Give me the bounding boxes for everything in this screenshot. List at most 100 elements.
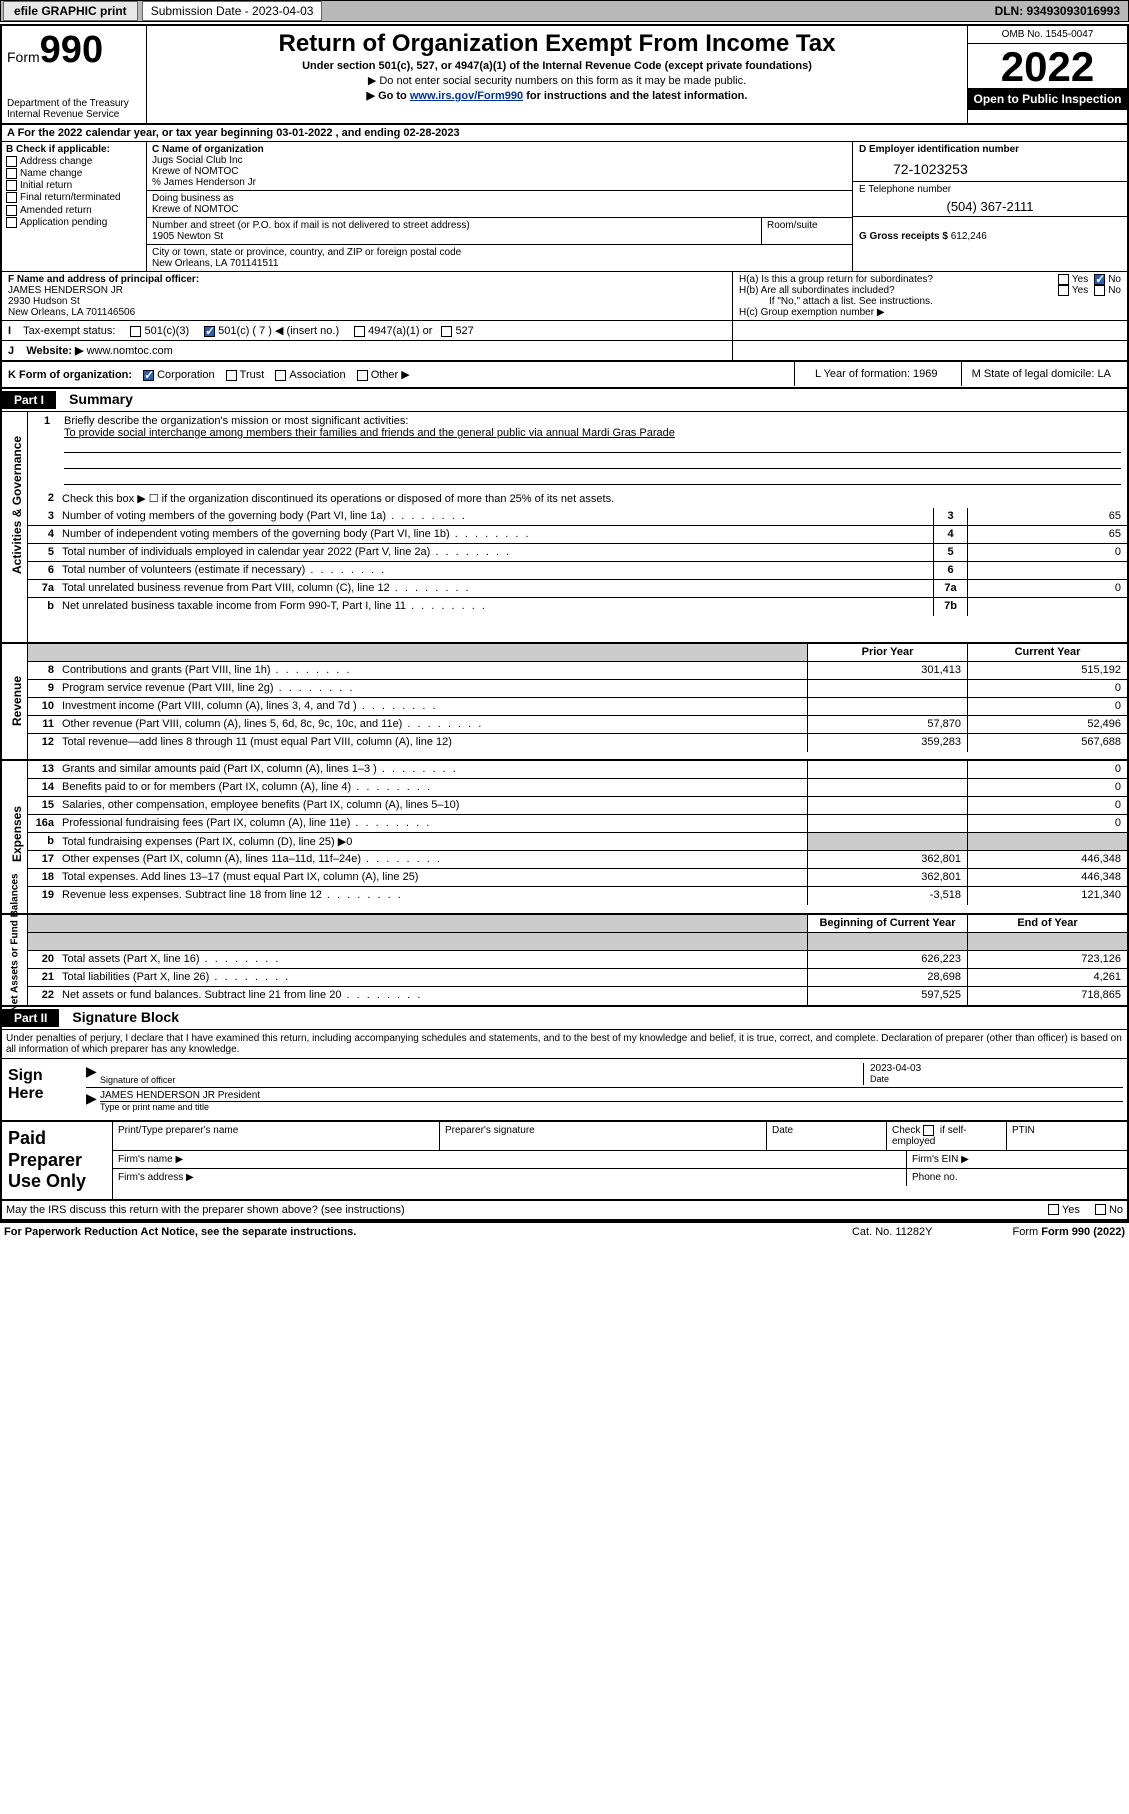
goto-post: for instructions and the latest informat… — [523, 90, 747, 102]
website-label: Website: ▶ — [26, 345, 83, 357]
q20-current: 723,126 — [967, 951, 1127, 968]
q15-prior — [807, 797, 967, 814]
tax-exempt-label: Tax-exempt status: — [23, 325, 115, 337]
q10-text: Investment income (Part VIII, column (A)… — [58, 698, 807, 715]
cat-no: Cat. No. 11282Y — [852, 1226, 933, 1238]
q18-current: 446,348 — [967, 869, 1127, 886]
hc-label: H(c) Group exemption number ▶ — [739, 307, 1121, 318]
cb-assoc[interactable] — [275, 370, 286, 381]
lb-yes: Yes — [1072, 274, 1088, 285]
cb-initial-return[interactable] — [6, 180, 17, 191]
col-b-head: B Check if applicable: — [6, 144, 142, 155]
irs-link[interactable]: www.irs.gov/Form990 — [410, 90, 523, 102]
cb-hb-no[interactable] — [1094, 285, 1105, 296]
form-990: Form990 Department of the Treasury Inter… — [0, 24, 1129, 1223]
col-prior: Prior Year — [807, 644, 967, 661]
q1-text: Briefly describe the organization's miss… — [64, 415, 408, 427]
cb-corp[interactable] — [143, 370, 154, 381]
lb-527: 527 — [455, 325, 473, 337]
q12-num: 12 — [28, 734, 58, 752]
dba-label: Doing business as — [152, 193, 234, 204]
q18-text: Total expenses. Add lines 13–17 (must eq… — [58, 869, 807, 886]
f-name: JAMES HENDERSON JR — [8, 285, 123, 296]
q16a-current: 0 — [967, 815, 1127, 832]
hb-label: H(b) Are all subordinates included? — [739, 285, 1058, 296]
discuss-question: May the IRS discuss this return with the… — [6, 1204, 405, 1216]
firm-addr-label: Firm's address ▶ — [113, 1169, 907, 1186]
submission-date: Submission Date - 2023-04-03 — [142, 1, 323, 21]
cb-discuss-no[interactable] — [1095, 1204, 1106, 1215]
blank — [58, 915, 807, 932]
cb-ha-yes[interactable] — [1058, 274, 1069, 285]
cb-final-return[interactable] — [6, 192, 17, 203]
lb-initial-return: Initial return — [20, 180, 72, 191]
blank — [28, 915, 58, 932]
q17-current: 446,348 — [967, 851, 1127, 868]
cb-trust[interactable] — [226, 370, 237, 381]
header-right: OMB No. 1545-0047 2022 Open to Public In… — [967, 26, 1127, 123]
q10-prior — [807, 698, 967, 715]
q20-text: Total assets (Part X, line 16) — [58, 951, 807, 968]
q13-text: Grants and similar amounts paid (Part IX… — [58, 761, 807, 778]
city-label: City or town, state or province, country… — [152, 247, 461, 258]
q14-prior — [807, 779, 967, 796]
q7a-num: 7a — [28, 580, 58, 597]
l-year: L Year of formation: 1969 — [794, 362, 958, 386]
cb-527[interactable] — [441, 326, 452, 337]
side-netassets: Net Assets or Fund Balances — [2, 915, 28, 1005]
gross-value: 612,246 — [951, 231, 987, 242]
sign-here-label: Sign Here — [2, 1059, 82, 1120]
cb-ha-no[interactable] — [1094, 274, 1105, 285]
q15-num: 15 — [28, 797, 58, 814]
q9-prior — [807, 680, 967, 697]
hb-note: If "No," attach a list. See instructions… — [739, 296, 1121, 307]
lb-amended: Amended return — [20, 205, 92, 216]
q4-mini: 4 — [933, 526, 967, 543]
q20-num: 20 — [28, 951, 58, 968]
sig-date-value: 2023-04-03 — [870, 1063, 1123, 1074]
org-name-1: Jugs Social Club Inc — [152, 155, 847, 166]
efile-button[interactable]: efile GRAPHIC print — [3, 1, 138, 21]
cb-app-pending[interactable] — [6, 217, 17, 228]
k-label: K Form of organization: — [8, 369, 132, 381]
addr-value: 1905 Newton St — [152, 231, 223, 242]
org-name-2: Krewe of NOMTOC — [152, 166, 847, 177]
lb-name-change: Name change — [20, 168, 82, 179]
side-activities: Activities & Governance — [2, 412, 28, 642]
f-addr1: 2930 Hudson St — [8, 296, 80, 307]
form-ref: Form Form 990 (2022) — [1013, 1226, 1126, 1238]
q8-num: 8 — [28, 662, 58, 679]
room-suite-label: Room/suite — [762, 218, 852, 244]
lb-501c3: 501(c)(3) — [144, 325, 189, 337]
top-toolbar: efile GRAPHIC print Submission Date - 20… — [0, 0, 1129, 22]
cb-name-change[interactable] — [6, 168, 17, 179]
sig-date-label: Date — [870, 1074, 1123, 1084]
q7a-text: Total unrelated business revenue from Pa… — [58, 580, 933, 597]
care-of: % James Henderson Jr — [152, 177, 847, 188]
cb-501c[interactable] — [204, 326, 215, 337]
cb-501c3[interactable] — [130, 326, 141, 337]
q6-num: 6 — [28, 562, 58, 579]
sig-arrow-2: ▶ — [86, 1090, 100, 1112]
q7b-mini: 7b — [933, 598, 967, 616]
q12-text: Total revenue—add lines 8 through 11 (mu… — [58, 734, 807, 752]
col-c-org-info: C Name of organization Jugs Social Club … — [147, 142, 852, 271]
q16b-num: b — [28, 833, 58, 850]
cb-discuss-yes[interactable] — [1048, 1204, 1059, 1215]
cb-amended[interactable] — [6, 205, 17, 216]
q3-num: 3 — [28, 508, 58, 525]
q16a-text: Professional fundraising fees (Part IX, … — [58, 815, 807, 832]
cb-address-change[interactable] — [6, 156, 17, 167]
cb-hb-yes[interactable] — [1058, 285, 1069, 296]
lb-trust: Trust — [240, 369, 265, 381]
cb-self-employed[interactable] — [923, 1125, 934, 1136]
header-left: Form990 Department of the Treasury Inter… — [2, 26, 147, 123]
col-d-ein: D Employer identification number 72-1023… — [852, 142, 1127, 271]
q7b-num: b — [28, 598, 58, 616]
header-center: Return of Organization Exempt From Incom… — [147, 26, 967, 123]
q3-mini: 3 — [933, 508, 967, 525]
paid-preparer-label: Paid Preparer Use Only — [2, 1122, 112, 1199]
cb-other[interactable] — [357, 370, 368, 381]
f-addr2: New Orleans, LA 701146506 — [8, 307, 135, 318]
cb-4947[interactable] — [354, 326, 365, 337]
